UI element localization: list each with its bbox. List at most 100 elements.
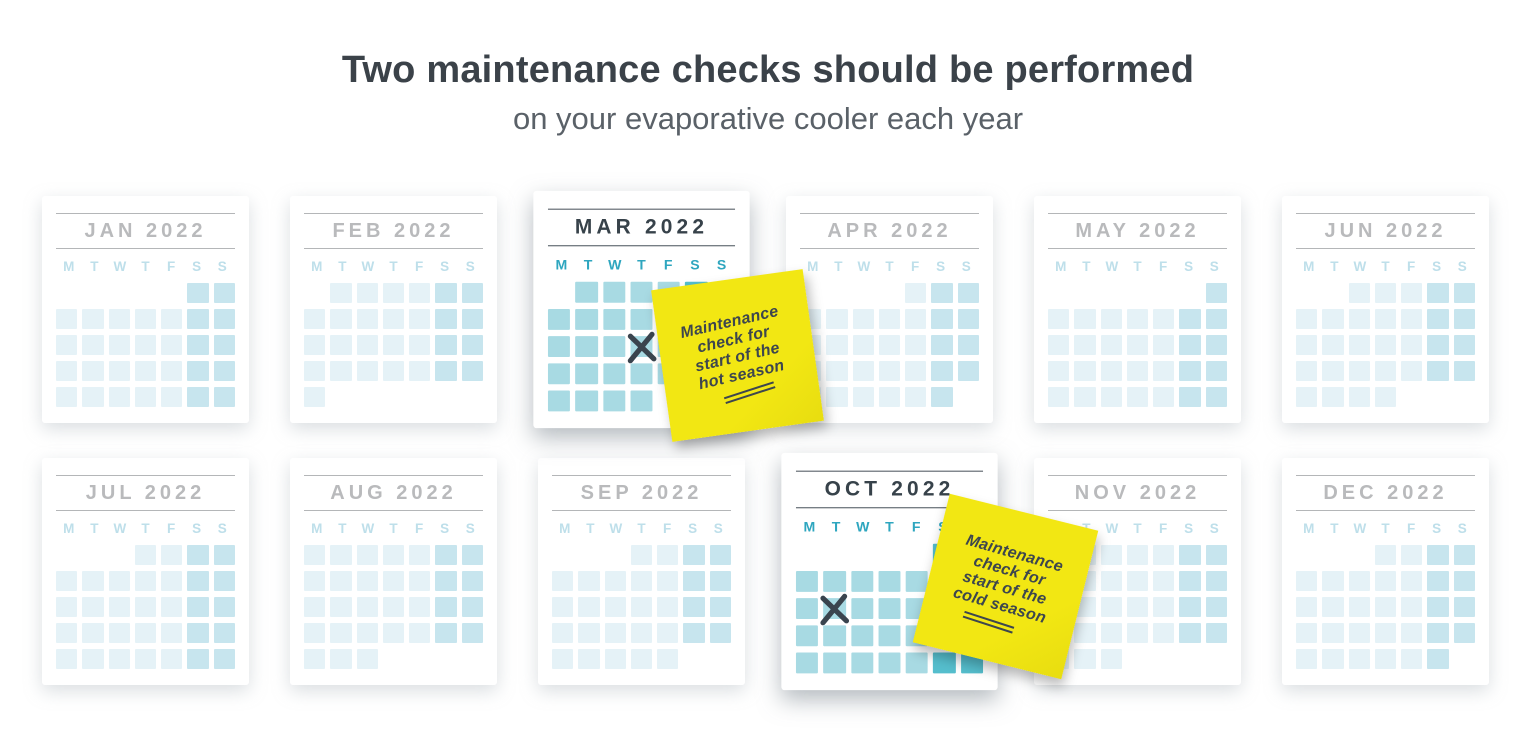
day-cell [1100, 545, 1122, 565]
empty-cell [409, 387, 430, 407]
day-cell [1296, 309, 1318, 329]
weekday-header: S [1184, 521, 1194, 536]
day-cell [1074, 649, 1096, 669]
empty-cell [1454, 649, 1475, 669]
day-cell [82, 335, 104, 355]
day-cell [1427, 597, 1449, 617]
day-cell [630, 281, 653, 303]
divider [56, 510, 235, 511]
weekday-header: W [1105, 259, 1119, 274]
day-cell [134, 649, 157, 669]
day-cell [435, 571, 457, 591]
day-cell [1179, 387, 1201, 407]
month-title: AUG 2022 [330, 482, 457, 504]
day-cell [1322, 597, 1344, 617]
day-cell [1126, 309, 1149, 329]
day-cell [161, 335, 183, 355]
day-cell [1453, 335, 1475, 355]
day-cell [134, 545, 157, 565]
day-cell [1348, 309, 1370, 329]
empty-cell [56, 283, 77, 303]
empty-cell [435, 649, 456, 669]
day-cell [1296, 571, 1318, 591]
weekday-header: S [688, 521, 698, 536]
weekday-header: S [1457, 259, 1467, 274]
day-cell [1322, 623, 1344, 643]
month-title: OCT 2022 [824, 477, 955, 501]
day-cell [1427, 361, 1449, 381]
day-cell [187, 571, 209, 591]
divider [1296, 475, 1475, 476]
divider [304, 510, 483, 511]
day-cell [213, 597, 235, 617]
day-cell [578, 649, 600, 669]
day-cell [213, 387, 235, 407]
divider [795, 470, 984, 472]
day-cell [435, 597, 457, 617]
day-cell [850, 570, 874, 592]
day-cell [82, 649, 104, 669]
empty-cell [823, 544, 845, 565]
weekday-header: M [1055, 259, 1067, 274]
weekday-header: S [1457, 521, 1467, 536]
day-cell [826, 361, 848, 381]
month-title: JUL 2022 [85, 482, 206, 504]
day-cell [826, 309, 848, 329]
empty-cell [161, 283, 182, 303]
weekday-header: T [338, 259, 347, 274]
weekday-header: W [857, 259, 871, 274]
weekday-header: S [440, 259, 450, 274]
day-cell [1427, 545, 1449, 565]
day-cell [382, 361, 405, 381]
weekday-header: T [338, 521, 347, 536]
day-cell [547, 363, 571, 385]
weekday-header: M [1303, 521, 1315, 536]
day-cell [1453, 571, 1475, 591]
day-squares-grid [552, 545, 731, 669]
day-cell [878, 335, 901, 355]
weekday-header: S [936, 259, 946, 274]
day-cell [905, 387, 927, 407]
weekday-header: F [1406, 259, 1416, 274]
day-cell [905, 652, 929, 674]
day-cell [578, 623, 600, 643]
weekday-header: W [113, 521, 127, 536]
empty-cell [1206, 649, 1227, 669]
day-cell [304, 597, 326, 617]
day-cell [795, 625, 819, 647]
day-cell [461, 361, 483, 381]
day-cell [878, 387, 901, 407]
divider [795, 507, 984, 509]
day-cell [435, 283, 457, 303]
sticky-note-text: Maintenance check for start of the hot s… [679, 303, 796, 408]
day-cell [1048, 361, 1070, 381]
empty-cell [1048, 283, 1069, 303]
day-cell [108, 335, 130, 355]
day-cell [630, 649, 653, 669]
day-cell [1126, 597, 1149, 617]
day-cell [382, 571, 405, 591]
weekday-header: T [885, 259, 894, 274]
day-squares-grid [800, 283, 979, 407]
day-cell [1100, 597, 1122, 617]
day-cell [1296, 597, 1318, 617]
divider [547, 208, 736, 210]
day-cell [1374, 309, 1397, 329]
weekday-header: T [885, 518, 894, 535]
day-cell [709, 597, 731, 617]
month-title: MAY 2022 [1075, 220, 1200, 242]
divider [304, 475, 483, 476]
day-cell [1074, 309, 1096, 329]
weekday-header: S [1184, 259, 1194, 274]
day-cell [1205, 387, 1227, 407]
day-cell [604, 571, 626, 591]
day-cell [850, 625, 874, 647]
weekday-header: M [311, 259, 323, 274]
day-cell [1205, 623, 1227, 643]
day-cell [1348, 283, 1370, 303]
day-cell [852, 309, 874, 329]
day-cell [108, 361, 130, 381]
